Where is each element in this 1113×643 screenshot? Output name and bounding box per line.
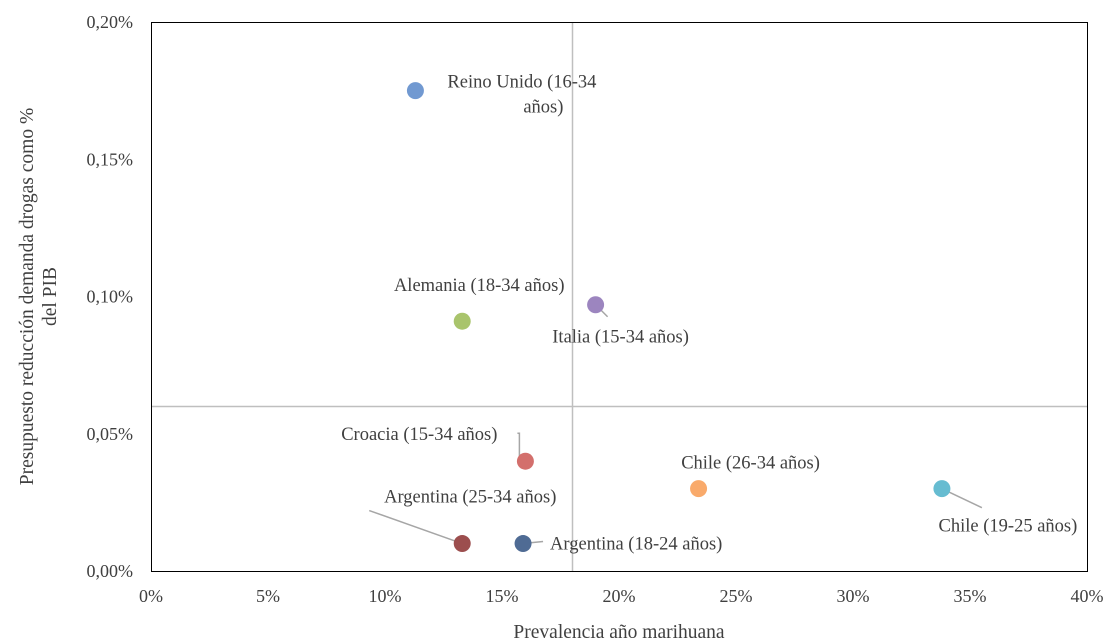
- data-label: Reino Unido (16-34 años): [447, 73, 596, 118]
- x-axis-title: Prevalencia año marihuana: [513, 622, 724, 643]
- x-tick-label: 25%: [720, 586, 753, 606]
- data-label: Croacia (15-34 años): [341, 425, 497, 445]
- data-point: [453, 312, 471, 330]
- y-axis-title: Presupuesto reducción demanda drogas com…: [17, 108, 61, 485]
- label-leader-line: [517, 432, 521, 458]
- x-tick-label: 30%: [837, 586, 870, 606]
- x-tick-label: 35%: [954, 586, 987, 606]
- y-axis-title-line: del PIB: [40, 267, 61, 326]
- data-label: Alemania (18-34 años): [394, 276, 565, 296]
- data-label: Chile (26-34 años): [681, 454, 820, 474]
- x-tick-label: 20%: [603, 586, 636, 606]
- y-axis-title-line: Presupuesto reducción demanda drogas com…: [17, 108, 38, 485]
- plot-area-frame: [151, 22, 1088, 572]
- y-tick-label: 0,15%: [87, 149, 134, 169]
- y-tick-label: 0,05%: [87, 424, 134, 444]
- data-label: Chile (19-25 años): [939, 517, 1078, 537]
- data-label: Argentina (18-24 años): [550, 535, 722, 555]
- x-tick-label: 15%: [486, 586, 519, 606]
- x-tick-label: 5%: [256, 586, 280, 606]
- y-tick-label: 0,00%: [87, 561, 134, 581]
- data-point: [514, 535, 532, 553]
- data-point: [453, 535, 471, 553]
- data-point: [690, 480, 708, 498]
- data-point: [933, 480, 951, 498]
- data-point: [406, 82, 424, 100]
- x-tick-label: 40%: [1071, 586, 1104, 606]
- y-tick-label: 0,10%: [87, 287, 134, 307]
- x-tick-label: 10%: [369, 586, 402, 606]
- data-label: Argentina (25-34 años): [384, 488, 556, 508]
- label-leader-line: [368, 509, 463, 545]
- data-point: [516, 452, 534, 470]
- y-tick-label: 0,20%: [87, 12, 134, 32]
- data-label: Italia (15-34 años): [552, 328, 689, 348]
- data-point: [587, 296, 605, 314]
- x-tick-label: 0%: [139, 586, 163, 606]
